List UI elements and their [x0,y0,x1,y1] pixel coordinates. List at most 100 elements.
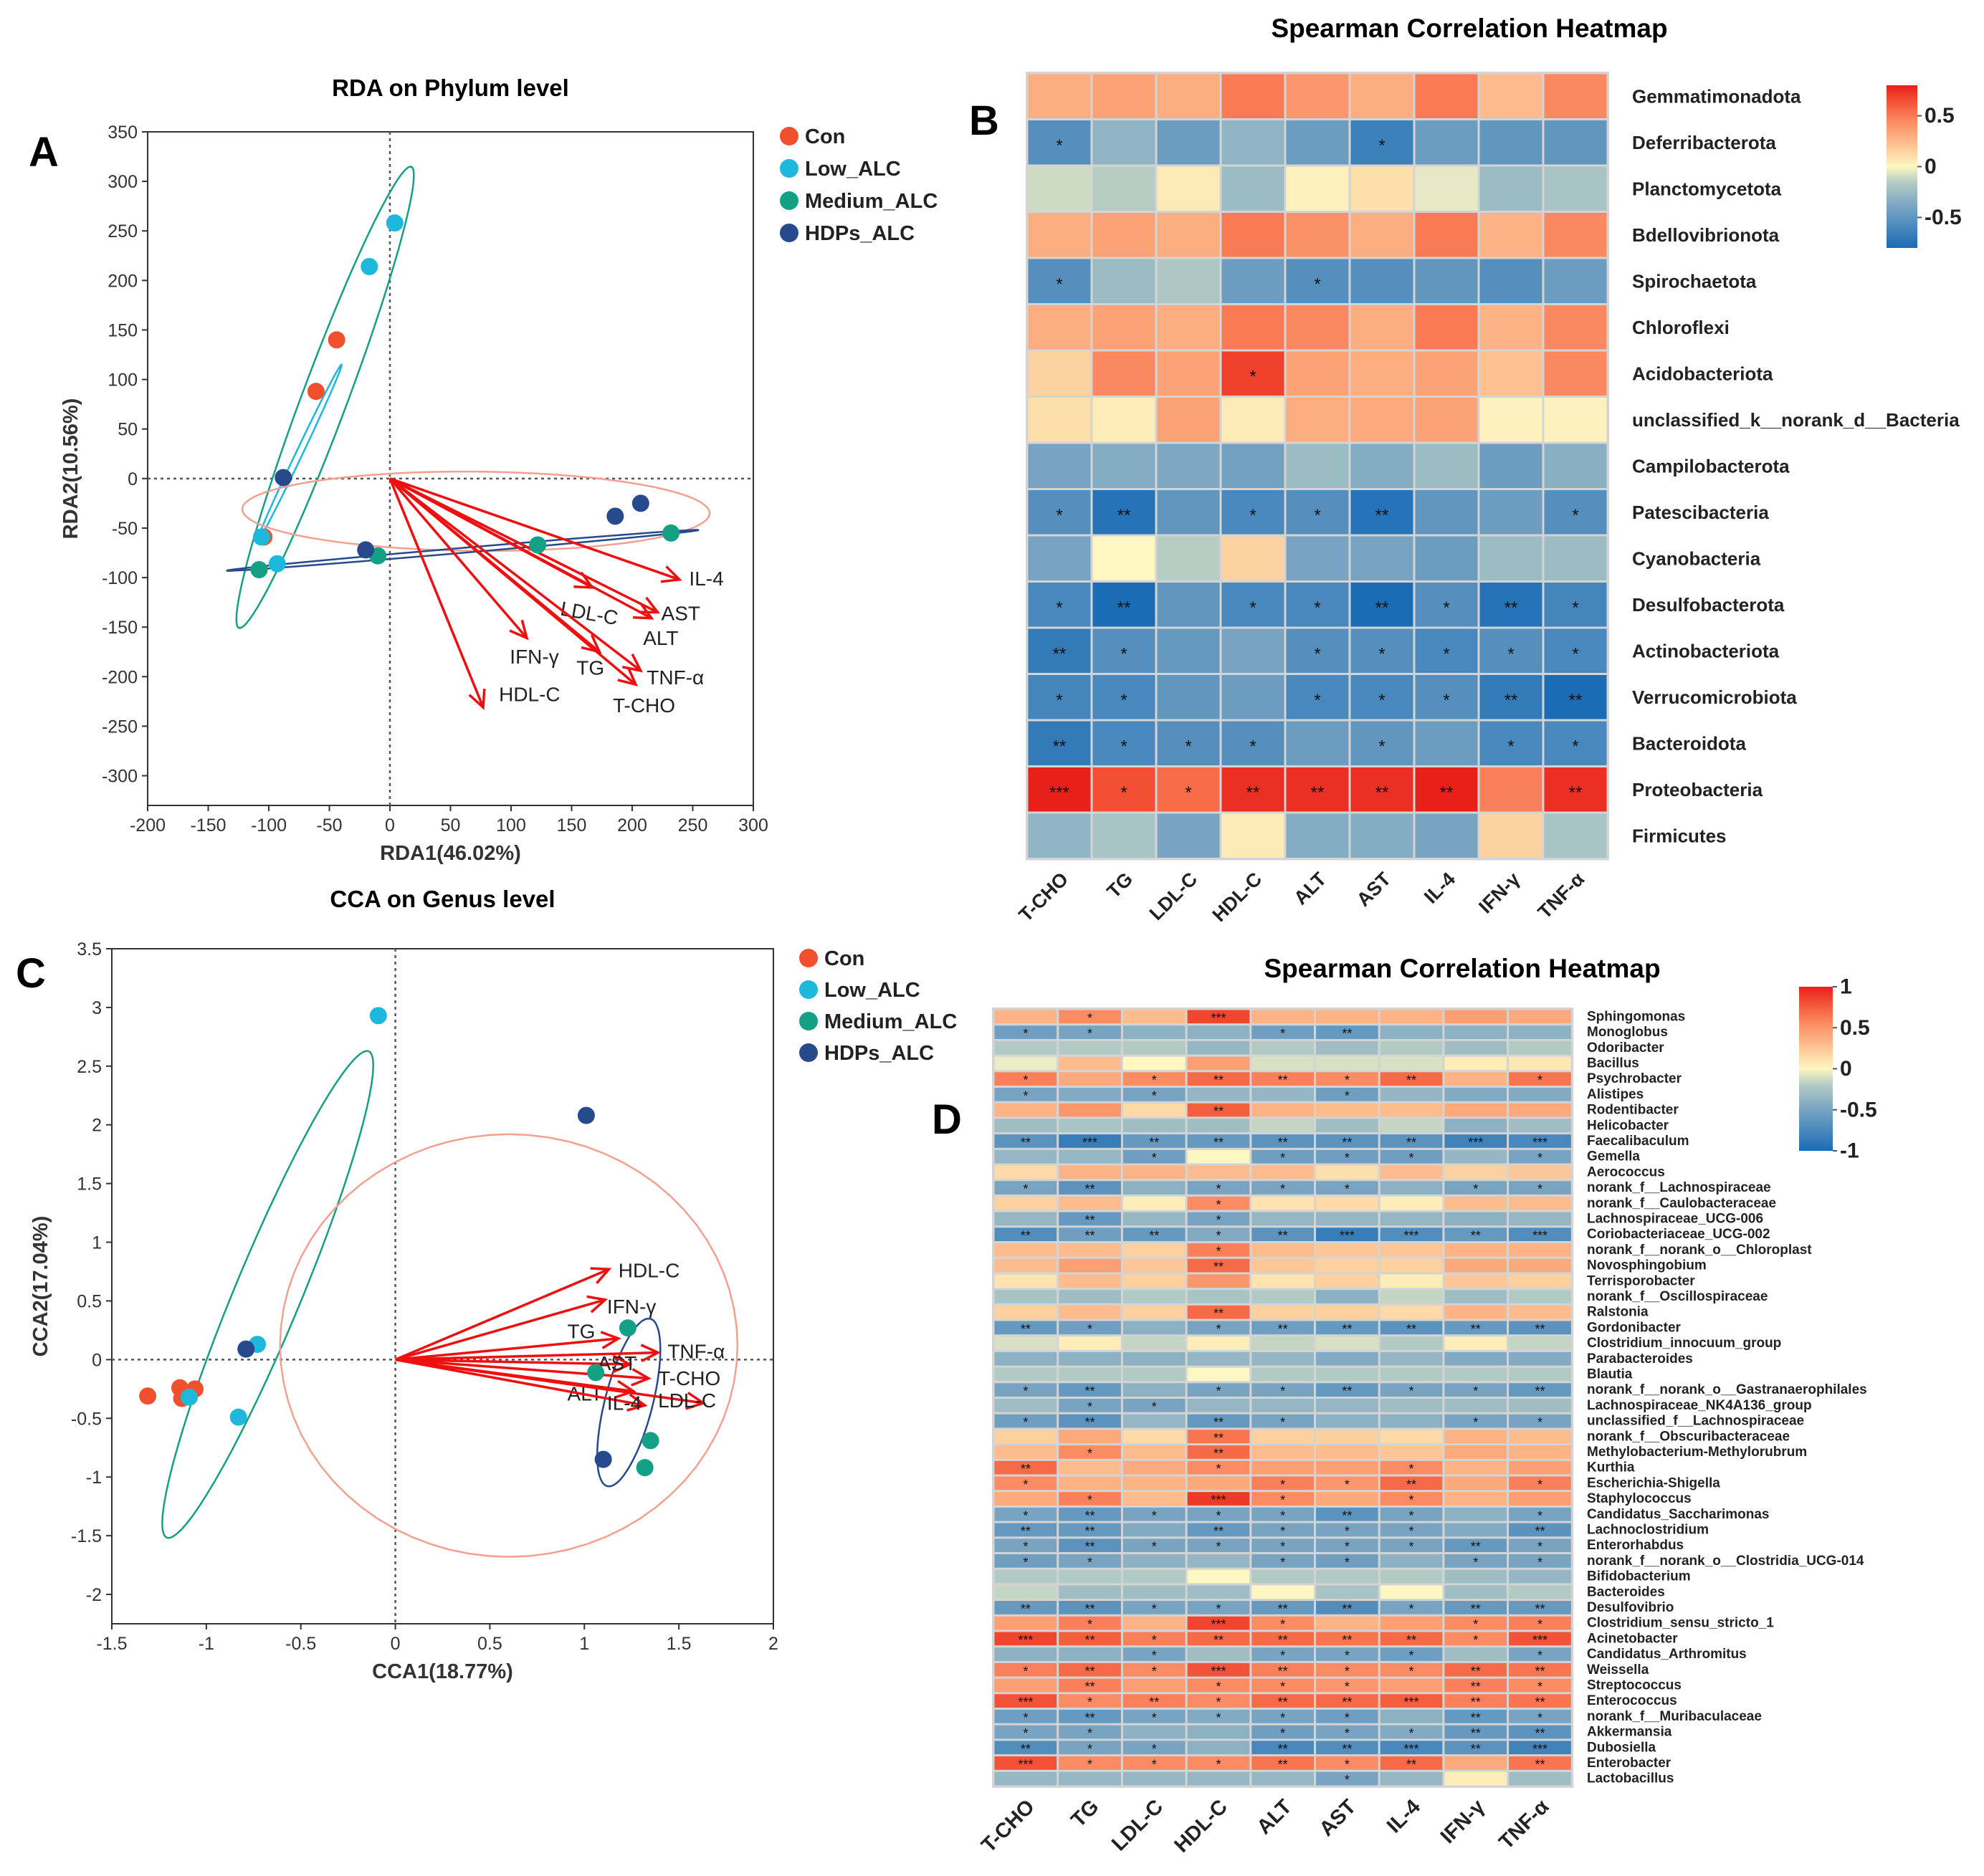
x-tick-label: 0 [385,815,395,836]
heatmap-cell [1316,1196,1378,1210]
significance-mark: * [1216,1322,1221,1336]
heatmap-cell [1380,1476,1443,1490]
significance-mark: * [1087,1027,1092,1041]
data-point-hdps_alc [577,1106,595,1124]
heatmap-cell [1059,1040,1121,1055]
heatmap-cell [1028,813,1091,858]
heatmap-cell [1122,1616,1186,1630]
row-label: Bifidobacterium [1587,1569,1691,1584]
x-tick-label: 1.5 [667,1634,692,1654]
significance-mark: * [1280,1493,1285,1508]
heatmap-cell [1444,1227,1507,1241]
arrow-head-icon [468,689,486,710]
row-label: Aerococcus [1587,1164,1665,1179]
data-point-low_alc [229,1408,247,1426]
row-label: Terrisporobacter [1587,1273,1695,1288]
significance-mark: ** [1278,1695,1288,1710]
significance-mark: * [1023,1073,1028,1088]
x-tick-label: 100 [496,815,526,836]
panel-c-cca-plot: CCA on Genus level -1.5 -1 -0.5 0 0.5 1 1.5 2 -2 -… [29,886,957,1683]
vector-label: ALT [643,627,678,649]
significance-mark: * [1280,1478,1285,1492]
heatmap-cell [1251,1321,1314,1335]
heatmap-cell [1286,398,1349,442]
arrow-head-icon [581,634,602,654]
significance-mark: * [1345,1680,1350,1694]
heatmap-cell [1187,1103,1250,1117]
heatmap-cell [1509,1103,1571,1117]
heatmap-cell [1509,1756,1571,1770]
vector-label: TNF-α [667,1340,725,1362]
heatmap-cell [1509,1181,1571,1195]
heatmap-cell [1251,1010,1314,1024]
heatmap-cell [1316,1678,1378,1693]
row-label: Lachnospiraceae_UCG-006 [1587,1211,1763,1226]
heatmap-cell [1479,120,1542,165]
significance-mark: ** [1471,1726,1481,1741]
heatmap-cell [1059,1662,1121,1677]
arrow-head-icon [615,1379,636,1399]
row-label: Gemmatimonadota [1632,85,1801,107]
colorbar-tick-label: 1 [1840,975,1852,999]
heatmap-cell [1187,1243,1250,1257]
confidence-ellipse-medium_alc [161,1050,375,1539]
confidence-ellipse-hdps_alc [226,529,700,572]
significance-mark: * [1216,1695,1221,1710]
heatmap-cell [1350,351,1413,396]
heatmap-cell [1122,1336,1186,1350]
data-point-low_alc [386,214,404,232]
data-point-hdps_alc [631,494,649,512]
x-tick-label: -150 [190,815,226,836]
significance-mark: ** [1213,1073,1224,1088]
significance-mark: ** [1535,1695,1545,1710]
heatmap-cell [1122,1507,1186,1521]
heatmap-cell [1316,1725,1378,1739]
significance-mark: ** [1342,1322,1352,1336]
significance-mark: *** [1404,1742,1419,1756]
legend-label: HDPs_ALC [805,222,915,245]
heatmap-cell [1059,1258,1121,1273]
heatmap-cell [1380,1351,1443,1366]
heatmap-cell [1059,1212,1121,1226]
significance-mark: * [1409,1151,1414,1165]
heatmap-cell [1380,1040,1443,1055]
significance-mark: * [1023,1415,1028,1430]
heatmap-cell [1187,1181,1250,1195]
significance-mark: * [1378,644,1385,664]
heatmap-cell [1251,1072,1314,1086]
column-label: HDL-C [1208,868,1267,927]
heatmap-cell [1286,120,1349,165]
row-label: Rodentibacter [1587,1103,1679,1118]
row-label: Enterococcus [1587,1693,1677,1708]
heatmap-cell [1251,1258,1314,1273]
colorbar-tick-label: 0 [1925,155,1937,178]
significance-mark: ** [1406,1633,1416,1647]
heatmap-cell [1187,1756,1250,1770]
heatmap-cell [1059,1476,1121,1490]
heatmap-cell [1444,1771,1507,1786]
vector-arrow-ldl-c [389,477,593,589]
significance-mark: * [1120,691,1127,710]
heatmap-cell [1350,490,1413,535]
heatmap-cell [1444,1212,1507,1226]
significance-mark: * [1378,691,1385,710]
row-label: Enterobacter [1587,1756,1671,1771]
heatmap-cell [1187,1351,1250,1366]
heatmap-cell [1415,351,1478,396]
significance-mark: * [1572,737,1578,756]
row-label: norank_f__Oscillospiraceae [1587,1289,1768,1304]
heatmap-cell [1286,74,1349,118]
heatmap-cell [1316,1538,1378,1552]
significance-mark: * [1087,1742,1092,1756]
heatmap-cell [994,1056,1057,1071]
heatmap-cell [1092,583,1155,627]
heatmap-cell [1479,721,1542,765]
heatmap-cell [1122,1290,1186,1303]
y-tick-label: 200 [108,271,138,291]
heatmap-cell [1350,536,1413,580]
heatmap-cell [1157,213,1220,257]
significance-mark: * [1345,1710,1350,1725]
heatmap-cell [1444,1554,1507,1568]
heatmap-cell [1444,1258,1507,1273]
row-label: Coriobacteriaceae_UCG-002 [1587,1227,1770,1242]
